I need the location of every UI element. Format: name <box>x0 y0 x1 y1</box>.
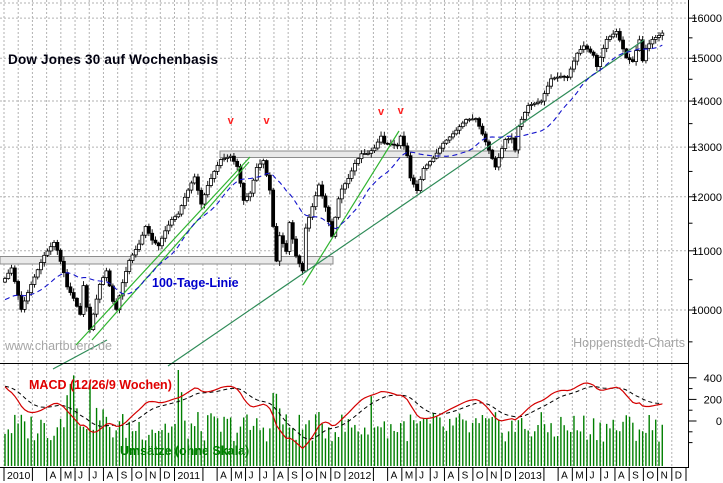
month-label: A <box>50 471 57 482</box>
volume-bars <box>4 370 663 466</box>
top-marker-v: v <box>397 105 404 117</box>
year-label: 2013 <box>518 470 542 482</box>
month-label: A <box>106 471 113 482</box>
month-label: O <box>476 471 484 482</box>
month-label: J <box>590 471 595 482</box>
price-tick-label: 16000 <box>691 13 722 25</box>
ma-line <box>4 44 663 301</box>
y-axis-ticks <box>688 17 697 444</box>
month-label: O <box>305 471 313 482</box>
price-tick-label: 13000 <box>691 142 722 154</box>
watermark-right: Hoppenstedt-Charts <box>573 336 685 350</box>
month-label: A <box>447 471 454 482</box>
month-label: O <box>646 471 654 482</box>
month-label: A <box>561 471 568 482</box>
y-axis-labels: 16000 15000 14000 13000 12000 11000 10000 400 20… <box>691 13 722 428</box>
month-label: J <box>263 471 268 482</box>
month-label: D <box>334 471 341 482</box>
year-label: 2012 <box>348 470 372 482</box>
month-label: S <box>291 471 298 482</box>
month-label: N <box>149 471 156 482</box>
month-label: J <box>249 471 254 482</box>
month-label: M <box>234 471 242 482</box>
month-label: J <box>604 471 609 482</box>
price-tick-label: 12000 <box>691 192 722 204</box>
month-label: D <box>504 471 511 482</box>
month-label: A <box>618 471 625 482</box>
month-label: N <box>490 471 497 482</box>
top-marker-v: v <box>377 106 385 118</box>
year-label: 2010 <box>7 470 31 482</box>
month-label: N <box>661 471 668 482</box>
month-label: A <box>391 471 398 482</box>
macd-line <box>4 382 663 450</box>
month-label: J <box>419 471 424 482</box>
grid-lines <box>0 0 689 468</box>
trendlines <box>52 39 645 370</box>
month-label: A <box>220 471 227 482</box>
top-marker-v: v <box>227 115 234 127</box>
ma-line-label: 100-Tage-Linie <box>152 276 239 290</box>
month-label: N <box>320 471 327 482</box>
x-axis-labels: 2010 A M J J A S O N D 2011 A M J J A S O N D 2012 A M J J A S O N D 2… <box>3 467 687 482</box>
macd-tick-label: 400 <box>704 373 722 385</box>
resistance-boxes <box>0 150 519 265</box>
month-label: M <box>405 471 413 482</box>
month-label: M <box>64 471 72 482</box>
month-label: S <box>632 471 639 482</box>
month-label: A <box>277 471 284 482</box>
top-marker-v: v <box>263 115 270 127</box>
month-label: D <box>163 471 170 482</box>
month-label: D <box>675 471 682 482</box>
chart-title: Dow Jones 30 auf Wochenbasis <box>8 52 219 67</box>
macd-tick-label: 200 <box>704 394 722 406</box>
macd-tick-label: 0 <box>716 416 722 428</box>
price-tick-label: 11000 <box>692 246 722 258</box>
month-label: J <box>92 471 97 482</box>
watermark-left: www.chartbuero.de <box>5 339 113 353</box>
month-label: J <box>78 471 83 482</box>
month-label: J <box>433 471 438 482</box>
month-label: M <box>575 471 583 482</box>
volume-label: Umsätze (ohne Skala) <box>120 444 250 458</box>
price-tick-label: 15000 <box>691 53 722 65</box>
candlesticks <box>3 28 665 333</box>
month-label: S <box>462 471 469 482</box>
macd-label: MACD (12/26/9 Wochen) <box>29 378 172 392</box>
price-tick-label: 14000 <box>691 96 722 108</box>
year-label: 2011 <box>177 470 200 482</box>
month-label: O <box>135 471 143 482</box>
price-tick-label: 10000 <box>691 305 722 317</box>
month-label: S <box>121 471 128 482</box>
